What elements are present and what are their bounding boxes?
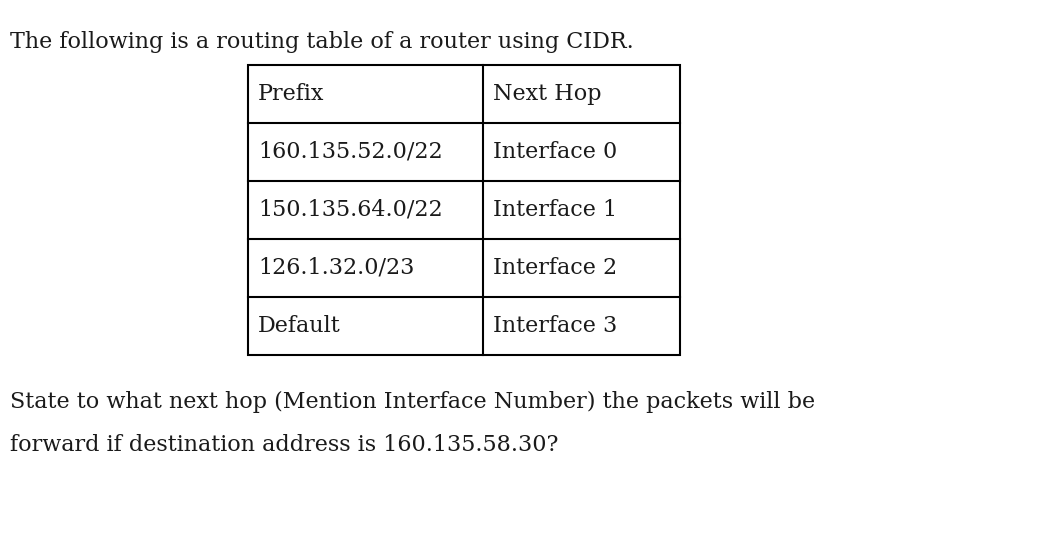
Text: Interface 0: Interface 0 [493, 141, 617, 163]
Text: State to what next hop (Mention Interface Number) the packets will be: State to what next hop (Mention Interfac… [10, 391, 815, 413]
Text: 150.135.64.0/22: 150.135.64.0/22 [258, 199, 443, 221]
Text: forward if destination address is 160.135.58.30?: forward if destination address is 160.13… [10, 434, 559, 456]
Bar [248, 65, 680, 355]
Text: Next Hop: Next Hop [493, 83, 601, 105]
Text: Prefix: Prefix [258, 83, 325, 105]
Text: Interface 3: Interface 3 [493, 315, 617, 337]
Text: The following is a routing table of a router using CIDR.: The following is a routing table of a ro… [10, 31, 634, 53]
Text: Default: Default [258, 315, 340, 337]
Text: Interface 2: Interface 2 [493, 257, 617, 279]
Text: Interface 1: Interface 1 [493, 199, 617, 221]
Text: 160.135.52.0/22: 160.135.52.0/22 [258, 141, 443, 163]
Text: 126.1.32.0/23: 126.1.32.0/23 [258, 257, 414, 279]
